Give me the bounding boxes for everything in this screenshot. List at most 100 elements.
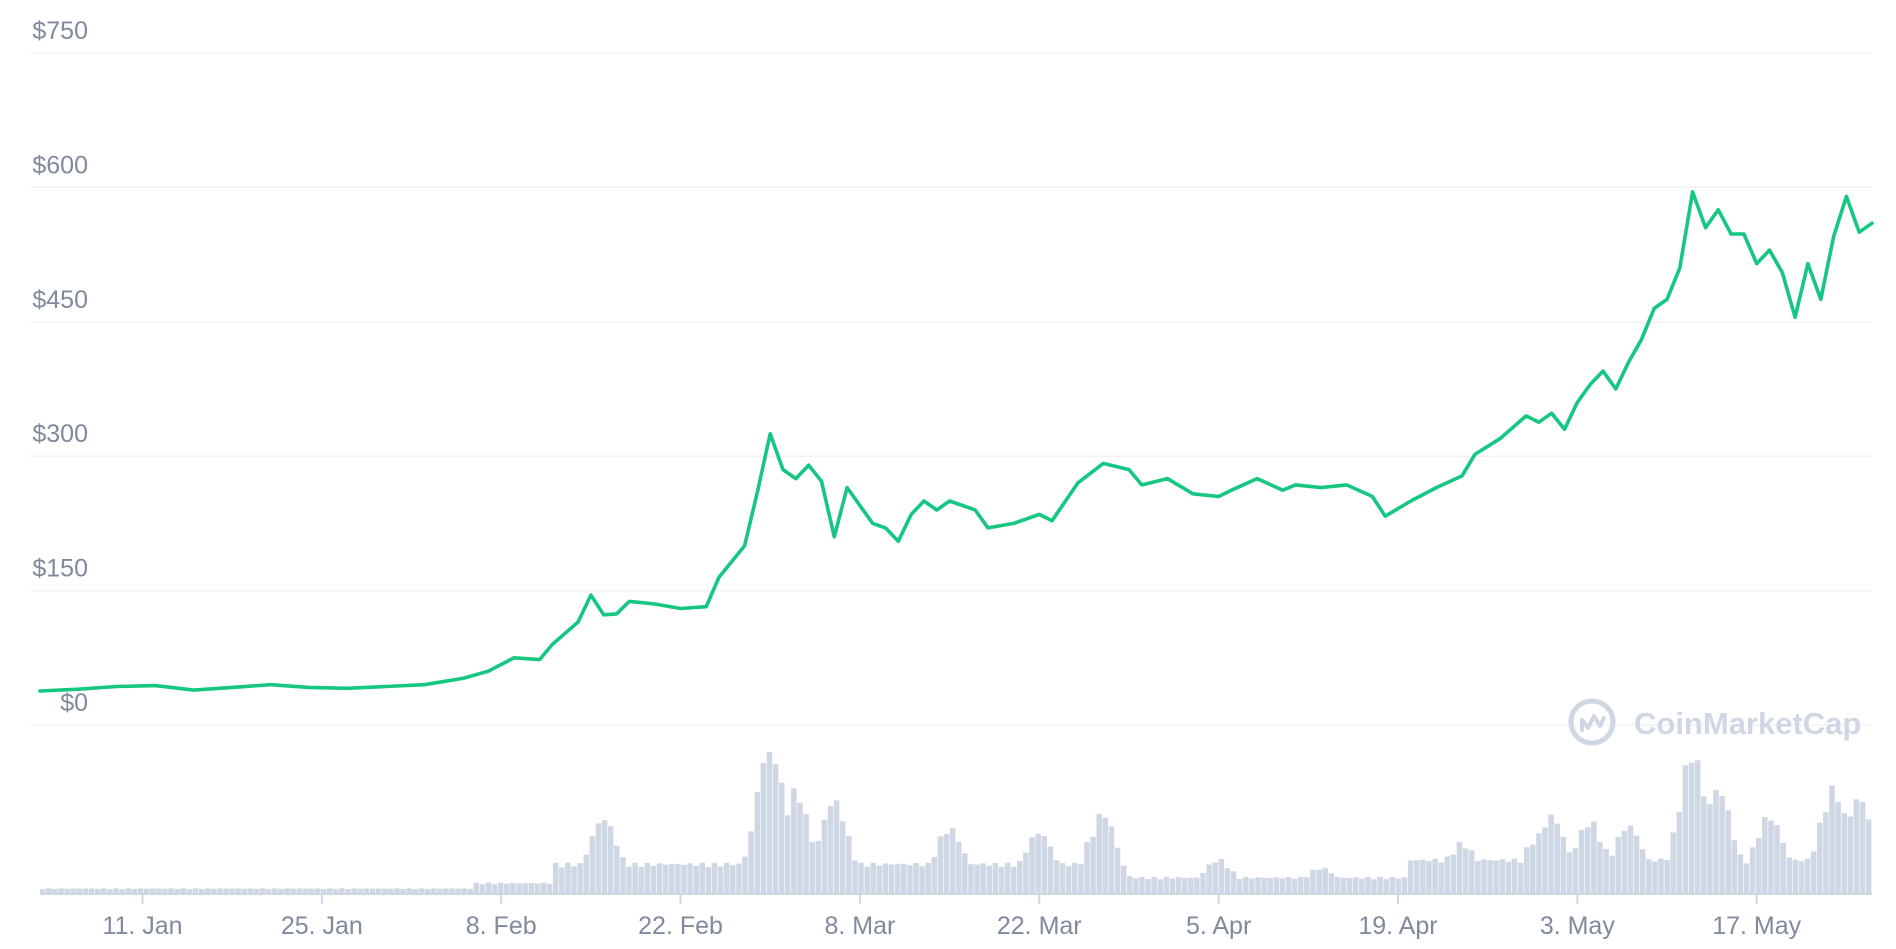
volume-bar bbox=[1517, 862, 1524, 894]
volume-bar bbox=[833, 800, 840, 894]
volume-bar bbox=[1114, 847, 1121, 894]
volume-bar bbox=[1511, 858, 1518, 894]
volume-bar bbox=[137, 888, 144, 894]
volume-bar bbox=[101, 888, 107, 894]
volume-bar bbox=[259, 888, 266, 894]
volume-bar bbox=[320, 888, 327, 894]
volume-bar bbox=[1804, 858, 1811, 894]
volume-bar bbox=[107, 889, 113, 894]
coinmarketcap-logo-icon bbox=[1568, 698, 1616, 746]
volume-bar bbox=[430, 888, 437, 894]
volume-bar bbox=[1810, 851, 1817, 894]
volume-bar bbox=[614, 845, 620, 894]
y-tick-label: $0 bbox=[60, 689, 88, 717]
y-tick-label: $150 bbox=[32, 555, 88, 583]
volume-bar bbox=[974, 864, 980, 894]
volume-bar bbox=[1835, 801, 1841, 894]
volume-bar bbox=[1572, 847, 1579, 894]
volume-bar bbox=[1157, 879, 1164, 894]
volume-bar bbox=[1175, 877, 1182, 894]
volume-bar bbox=[94, 888, 101, 894]
volume-bar bbox=[827, 806, 834, 894]
volume-bar bbox=[1072, 862, 1078, 894]
volume-bar bbox=[583, 854, 589, 894]
volume-bar bbox=[1078, 864, 1084, 894]
volume-bar bbox=[986, 865, 993, 894]
x-tick-label: 5. Apr bbox=[1186, 912, 1251, 940]
volume-bar bbox=[406, 888, 412, 894]
volume-bar bbox=[998, 866, 1005, 894]
volume-bar bbox=[235, 888, 241, 894]
volume-bar bbox=[980, 863, 986, 894]
volume-bar bbox=[1145, 879, 1151, 894]
volume-bar bbox=[577, 863, 583, 894]
volume-bar bbox=[1475, 861, 1481, 894]
volume-bar bbox=[839, 821, 846, 894]
volume-bar bbox=[644, 862, 651, 894]
volume-bar bbox=[1853, 799, 1860, 894]
volume-bar bbox=[901, 863, 907, 894]
volume-bar bbox=[498, 882, 504, 894]
volume-bar bbox=[1212, 862, 1218, 894]
volume-bar bbox=[504, 883, 510, 894]
volume-bar bbox=[1255, 877, 1261, 894]
volume-bar bbox=[1120, 865, 1127, 894]
volume-bar bbox=[1041, 836, 1047, 894]
volume-bar bbox=[766, 752, 773, 894]
volume-bars bbox=[40, 752, 1872, 894]
volume-bar bbox=[791, 788, 797, 894]
volume-bar bbox=[754, 791, 760, 894]
volume-bar bbox=[1316, 869, 1322, 894]
volume-bar bbox=[1023, 852, 1029, 894]
volume-bar bbox=[1401, 877, 1408, 894]
volume-bar bbox=[717, 866, 724, 894]
volume-bar bbox=[1841, 813, 1847, 894]
y-tick-label: $300 bbox=[32, 420, 88, 448]
volume-bar bbox=[1432, 858, 1438, 894]
x-axis: 11. Jan 25. Jan 8. Feb 22. Feb 8. Mar 22. Mar… bbox=[40, 893, 1872, 940]
volume-bar bbox=[1267, 877, 1273, 894]
volume-bar bbox=[467, 888, 473, 894]
volume-bar bbox=[1859, 801, 1866, 894]
volume-bar bbox=[1236, 879, 1243, 894]
volume-bar bbox=[705, 867, 712, 894]
volume-bar bbox=[1542, 827, 1548, 894]
volume-bar bbox=[992, 862, 999, 894]
volume-bar bbox=[1737, 854, 1744, 894]
y-axis-ticks: $0 $150 $300 $450 $600 $750 bbox=[32, 17, 88, 717]
volume-bar bbox=[388, 888, 394, 894]
volume-bar bbox=[455, 888, 461, 894]
volume-bar bbox=[1163, 877, 1170, 894]
volume-bar bbox=[1389, 877, 1396, 894]
volume-bar bbox=[907, 865, 913, 894]
volume-bar bbox=[949, 828, 956, 894]
volume-bar bbox=[1664, 860, 1670, 894]
volume-bar bbox=[846, 836, 852, 894]
volume-bar bbox=[858, 862, 864, 894]
volume-bar bbox=[1438, 862, 1444, 894]
volume-bar bbox=[1456, 842, 1463, 894]
volume-bar bbox=[1359, 878, 1365, 894]
volume-bar bbox=[748, 831, 754, 894]
volume-bar bbox=[491, 884, 498, 894]
volume-bar bbox=[925, 862, 931, 894]
volume-bar bbox=[1639, 849, 1646, 894]
volume-bar bbox=[1847, 816, 1854, 894]
volume-bar bbox=[1010, 866, 1017, 894]
volume-bar bbox=[1102, 817, 1109, 894]
volume-bar bbox=[1603, 848, 1609, 894]
volume-bar bbox=[1676, 812, 1683, 894]
volume-bar bbox=[1817, 822, 1823, 894]
price-series-line bbox=[38, 190, 1874, 693]
volume-bar bbox=[1273, 877, 1280, 894]
volume-bar bbox=[1328, 873, 1335, 894]
x-tick-label: 3. May bbox=[1540, 912, 1616, 940]
volume-bar bbox=[1126, 876, 1133, 894]
volume-bar bbox=[1682, 765, 1689, 894]
volume-bar bbox=[394, 888, 400, 894]
volume-bar bbox=[1414, 860, 1420, 894]
volume-bar bbox=[626, 866, 632, 894]
volume-bar bbox=[1188, 877, 1194, 894]
volume-bar bbox=[687, 863, 693, 894]
volume-bar bbox=[1004, 862, 1011, 894]
